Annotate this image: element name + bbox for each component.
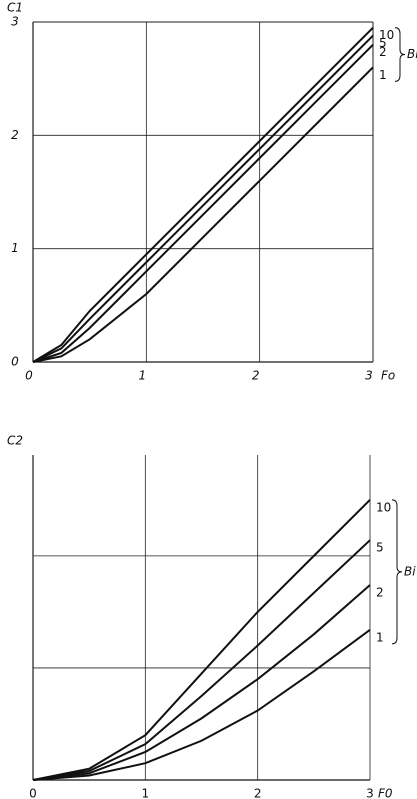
series-label: 1: [376, 630, 384, 644]
y-tick-label: 0: [11, 355, 19, 369]
line: [32, 499, 371, 781]
y-tick-label: 3: [11, 15, 19, 29]
brace: [394, 27, 406, 82]
x-tick-label: 3: [365, 369, 373, 383]
brace: [391, 499, 403, 645]
line: [32, 629, 371, 781]
x-tick-label: 2: [252, 369, 260, 383]
line: [32, 539, 371, 781]
x-tick-label: 1: [139, 369, 147, 383]
y-axis-label: C1: [7, 1, 23, 15]
y-tick-label: 2: [11, 128, 19, 142]
series-label: 5: [379, 36, 387, 50]
series-label: 2: [376, 586, 384, 600]
x-tick-label: 0: [29, 787, 37, 799]
line: [32, 584, 371, 781]
y-tick-label: 1: [11, 241, 19, 255]
series-label: 10: [379, 28, 394, 42]
series-label: 5: [376, 541, 384, 555]
x-tick-label: 2: [254, 787, 262, 799]
line: [32, 34, 374, 363]
x-tick-label: 1: [142, 787, 150, 799]
line: [32, 43, 374, 363]
annotation: Bi: [407, 47, 417, 61]
series-label: 1: [379, 68, 387, 82]
annotation: Bi: [404, 564, 416, 578]
x-tick-label: 3: [366, 787, 374, 799]
x-tick-label: 0: [25, 369, 33, 383]
y-axis-label: C2: [7, 434, 23, 448]
line: [32, 66, 374, 363]
x-axis-label: F0: [378, 787, 393, 799]
x-axis-label: Fo: [381, 369, 395, 383]
series-label: 10: [376, 500, 391, 514]
line: [32, 26, 374, 363]
series-label: 2: [379, 45, 387, 59]
